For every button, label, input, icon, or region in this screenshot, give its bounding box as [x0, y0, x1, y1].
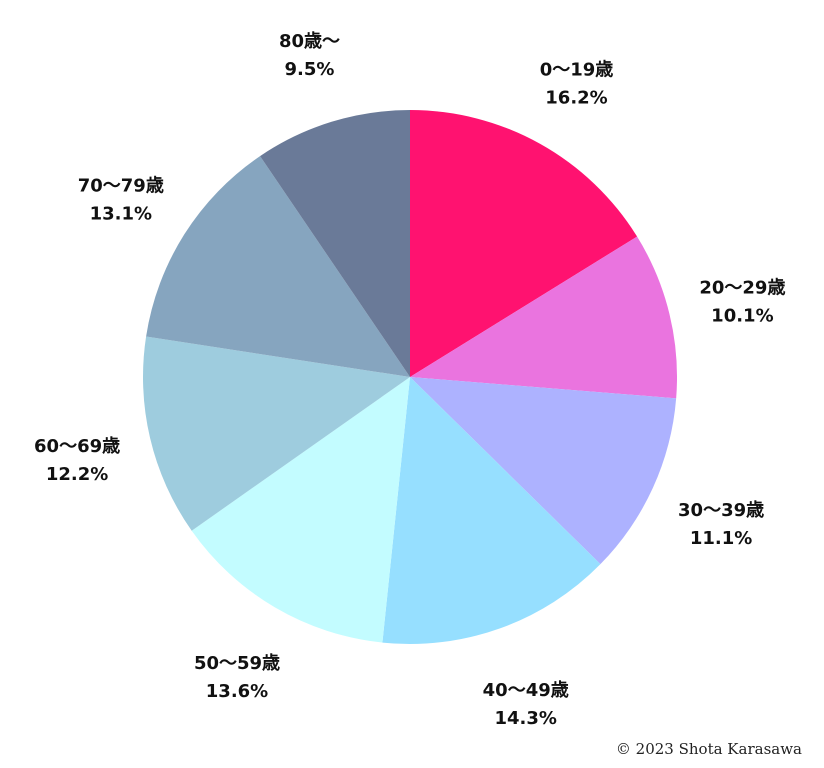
- pie-slice: [146, 156, 410, 377]
- pie-slice: [410, 236, 678, 399]
- slice-category-label: 60〜69歳: [34, 436, 120, 457]
- slice-category-label: 50〜59歳: [194, 653, 280, 674]
- slice-label-group: 40〜49歳 14.3%: [483, 680, 569, 729]
- slice-category-label: 0〜19歳: [540, 59, 614, 80]
- pie-labels: 0〜19歳 16.2% 20〜29歳 10.1% 30〜39歳 11.1% 40〜49歳 14…: [34, 31, 785, 729]
- slice-label-group: 80歳〜 9.5%: [279, 31, 340, 80]
- slice-label-group: 20〜29歳 10.1%: [699, 278, 785, 327]
- slice-category-label: 70〜79歳: [78, 175, 164, 196]
- slice-label-group: 60〜69歳 12.2%: [34, 436, 120, 485]
- slice-value-label: 9.5%: [285, 59, 335, 80]
- slice-value-label: 14.3%: [494, 708, 556, 729]
- pie-slice: [191, 377, 410, 643]
- slice-label-group: 0〜19歳 16.2%: [540, 59, 614, 108]
- pie-slice: [260, 110, 410, 377]
- slice-category-label: 80歳〜: [279, 31, 340, 52]
- slice-value-label: 12.2%: [46, 464, 108, 485]
- copyright-notice: © 2023 Shota Karasawa: [615, 740, 802, 758]
- pie-slice: [410, 110, 638, 377]
- slice-category-label: 20〜29歳: [699, 278, 785, 299]
- slice-label-group: 30〜39歳 11.1%: [678, 500, 764, 549]
- slice-value-label: 13.1%: [90, 203, 152, 224]
- slice-value-label: 16.2%: [545, 87, 607, 108]
- slice-category-label: 30〜39歳: [678, 500, 764, 521]
- slice-label-group: 70〜79歳 13.1%: [78, 175, 164, 224]
- slice-value-label: 13.6%: [206, 681, 268, 702]
- slice-value-label: 11.1%: [690, 528, 752, 549]
- pie-slice: [143, 336, 411, 531]
- slice-label-group: 50〜59歳 13.6%: [194, 653, 280, 702]
- pie-slices: [143, 110, 678, 645]
- slice-value-label: 10.1%: [711, 306, 773, 327]
- slice-category-label: 40〜49歳: [483, 680, 569, 701]
- pie-slice: [382, 377, 601, 645]
- pie-slice: [410, 377, 677, 565]
